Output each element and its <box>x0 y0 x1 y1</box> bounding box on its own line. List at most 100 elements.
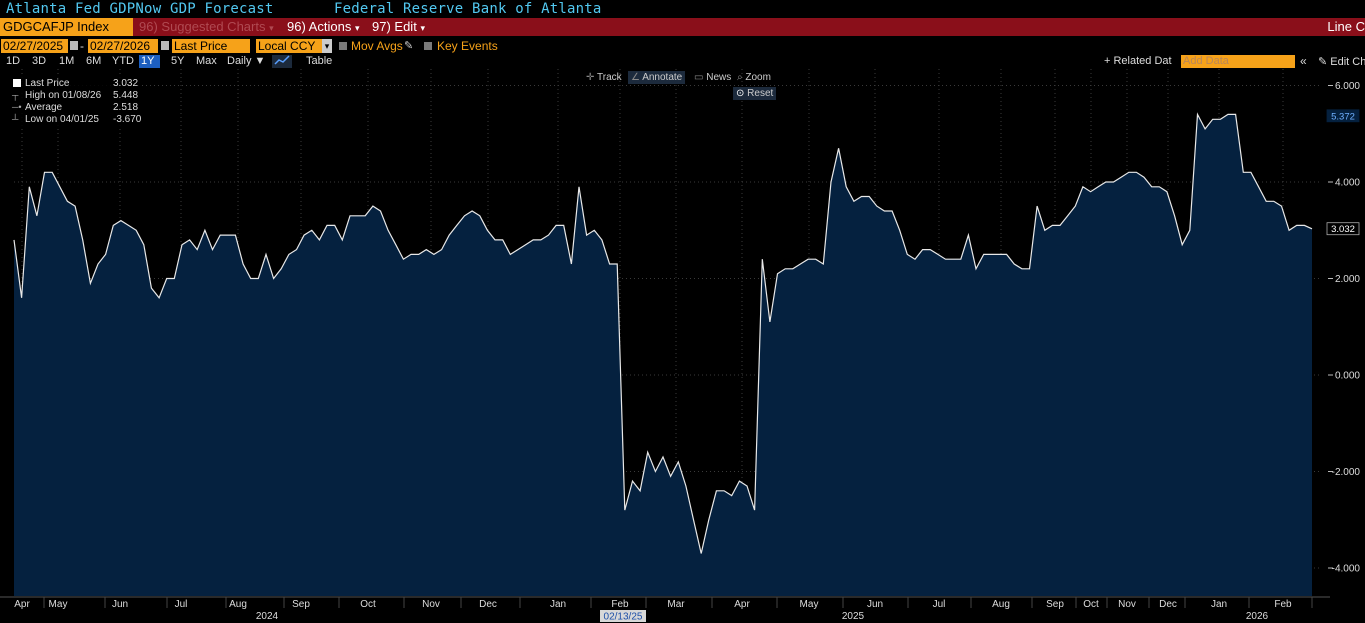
add-data-input[interactable]: Add Data <box>1181 55 1295 68</box>
suggested-charts-menu[interactable]: 96) Suggested Charts ▾ <box>139 19 274 34</box>
edit-menu[interactable]: 97) Edit ▾ <box>372 19 425 34</box>
year-label: 2024 <box>256 611 279 622</box>
chart-area[interactable]: 6.000 4.000 2.000 0.000 -2.000 -4.000 Apr May J… <box>0 69 1365 623</box>
x-tick-label: Jul <box>933 599 946 610</box>
legend-row-low: ┴ Low on 04/01/25 -3.670 <box>3 114 142 125</box>
x-tick-label: Mar <box>667 599 685 610</box>
y-tick-label: -4.000 <box>1332 564 1361 575</box>
line-chart-icon[interactable] <box>272 55 292 68</box>
year-label: 2026 <box>1246 611 1269 622</box>
x-tick-label: May <box>49 599 68 610</box>
crosshair-icon: ✛ <box>586 72 595 83</box>
x-tick-label: Dec <box>479 599 497 610</box>
x-tick-label: Jul <box>175 599 188 610</box>
chevron-down-icon[interactable]: ▾ <box>322 39 332 53</box>
legend-high-label: High on 01/08/26 <box>25 90 102 101</box>
x-tick-label: Nov <box>1118 599 1136 610</box>
data-source: Federal Reserve Bank of Atlanta <box>334 1 602 17</box>
range-5y-button[interactable]: 5Y <box>171 55 185 67</box>
suggested-charts-label: 96) Suggested Charts <box>139 19 266 34</box>
chart-type-label[interactable]: Line C <box>1327 19 1365 34</box>
track-button[interactable]: ✛ Track <box>583 71 625 84</box>
range-1d-button[interactable]: 1D <box>6 55 21 67</box>
x-tick-label: Oct <box>360 599 376 610</box>
y-axis: 6.000 4.000 2.000 0.000 -2.000 -4.000 <box>1328 81 1360 575</box>
y-tick-label: 6.000 <box>1335 81 1360 92</box>
y-tick-label: 0.000 <box>1335 371 1360 382</box>
x-tick-label: Dec <box>1159 599 1177 610</box>
y-tick-label: 2.000 <box>1335 274 1360 285</box>
related-data-button[interactable]: + Related Dat <box>1104 55 1172 67</box>
key-events-checkbox[interactable] <box>424 42 432 50</box>
end-date-field[interactable]: 02/27/2026 <box>88 39 158 53</box>
x-tick-label: Nov <box>422 599 440 610</box>
news-button[interactable]: ▭ News <box>691 71 734 84</box>
low-marker-icon: ┴ <box>12 114 19 124</box>
high-value-tag: 5.372 <box>1326 109 1360 123</box>
calendar-icon[interactable] <box>70 41 78 50</box>
chevron-down-icon: ▾ <box>420 23 425 33</box>
mov-avgs-checkbox[interactable] <box>339 42 347 50</box>
x-tick-label: Feb <box>611 599 629 610</box>
legend-average-label: Average <box>25 102 63 113</box>
command-bar: GDGCAFJP Index 96) Suggested Charts ▾ 96… <box>0 18 1365 36</box>
legend-row-average: ─• Average 2.518 <box>3 102 140 113</box>
legend-last-label: Last Price <box>25 78 70 89</box>
edit-label: 97) Edit <box>372 19 417 34</box>
x-tick-label: Jun <box>867 599 883 610</box>
legend-low-value: -3.670 <box>113 114 142 125</box>
range-3d-button[interactable]: 3D <box>32 55 47 67</box>
series-swatch <box>13 79 21 87</box>
edit-chart-button[interactable]: ✎ Edit Ch <box>1318 56 1365 68</box>
tag-box <box>1326 109 1360 123</box>
collapse-icon[interactable]: « <box>1300 54 1307 68</box>
y-tick-label: 4.000 <box>1335 178 1360 189</box>
actions-menu[interactable]: 96) Actions ▾ <box>287 19 359 34</box>
price-field-select[interactable]: Last Price <box>172 39 250 53</box>
tag-label: 3.032 <box>1331 224 1355 235</box>
value-tags: 5.372 3.032 <box>1326 109 1360 236</box>
legend-low-label: Low on 04/01/25 <box>25 114 99 125</box>
date-row: 02/27/2025 - 02/27/2026 Last Price Local… <box>0 38 1365 54</box>
annotate-button[interactable]: ∠ Annotate <box>628 71 686 84</box>
key-events-label: Key Events <box>437 39 498 53</box>
year-label: 2025 <box>842 611 865 622</box>
ticker-field[interactable]: GDGCAFJP Index <box>0 18 133 36</box>
x-axis: Apr May Jun Jul Aug Sep Oct Nov Dec Jan Feb Mar Apr M… <box>0 596 1330 623</box>
chevron-down-icon: ▾ <box>354 23 360 33</box>
x-tick-label: Jan <box>550 599 566 610</box>
magnifier-icon: ⌕ <box>737 72 743 83</box>
legend-high-value: 5.448 <box>113 90 139 101</box>
x-tick-label: Apr <box>14 599 30 610</box>
annotate-label: Annotate <box>642 72 683 83</box>
legend: Last Price 3.032 ┬ High on 01/08/26 5.44… <box>3 76 142 127</box>
table-button[interactable]: Table <box>306 55 333 67</box>
calendar-icon[interactable] <box>161 41 169 50</box>
x-tick-label: Jan <box>1211 599 1227 610</box>
x-tick-label: May <box>800 599 819 610</box>
series-line <box>13 112 1313 554</box>
reset-button[interactable]: ⊙ Reset <box>733 87 777 100</box>
y-tick-label: -2.000 <box>1332 467 1361 478</box>
average-marker-icon: ─• <box>12 102 22 112</box>
zoom-button[interactable]: ⌕ Zoom <box>734 71 774 84</box>
legend-row-high: ┬ High on 01/08/26 5.448 <box>3 90 140 101</box>
actions-label: 96) Actions <box>287 19 352 34</box>
news-label: News <box>706 72 732 83</box>
range-1y-button[interactable]: 1Y <box>139 55 160 68</box>
range-max-button[interactable]: Max <box>196 55 217 67</box>
reset-label: Reset <box>747 88 774 99</box>
start-date-field[interactable]: 02/27/2025 <box>1 39 68 53</box>
frequency-select[interactable]: Daily ▼ <box>227 55 266 67</box>
track-label: Track <box>597 72 622 83</box>
tag-box <box>1326 222 1360 236</box>
series-area-fill <box>14 114 1312 597</box>
range-6m-button[interactable]: 6M <box>86 55 102 67</box>
range-ytd-button[interactable]: YTD <box>112 55 134 67</box>
currency-select[interactable]: Local CCY <box>256 39 322 53</box>
range-1m-button[interactable]: 1M <box>59 55 75 67</box>
zoom-label: Zoom <box>745 72 771 83</box>
high-marker-icon: ┬ <box>12 90 19 100</box>
pencil-icon[interactable]: ✎ <box>404 40 414 52</box>
x-tick-label: Feb <box>1274 599 1292 610</box>
